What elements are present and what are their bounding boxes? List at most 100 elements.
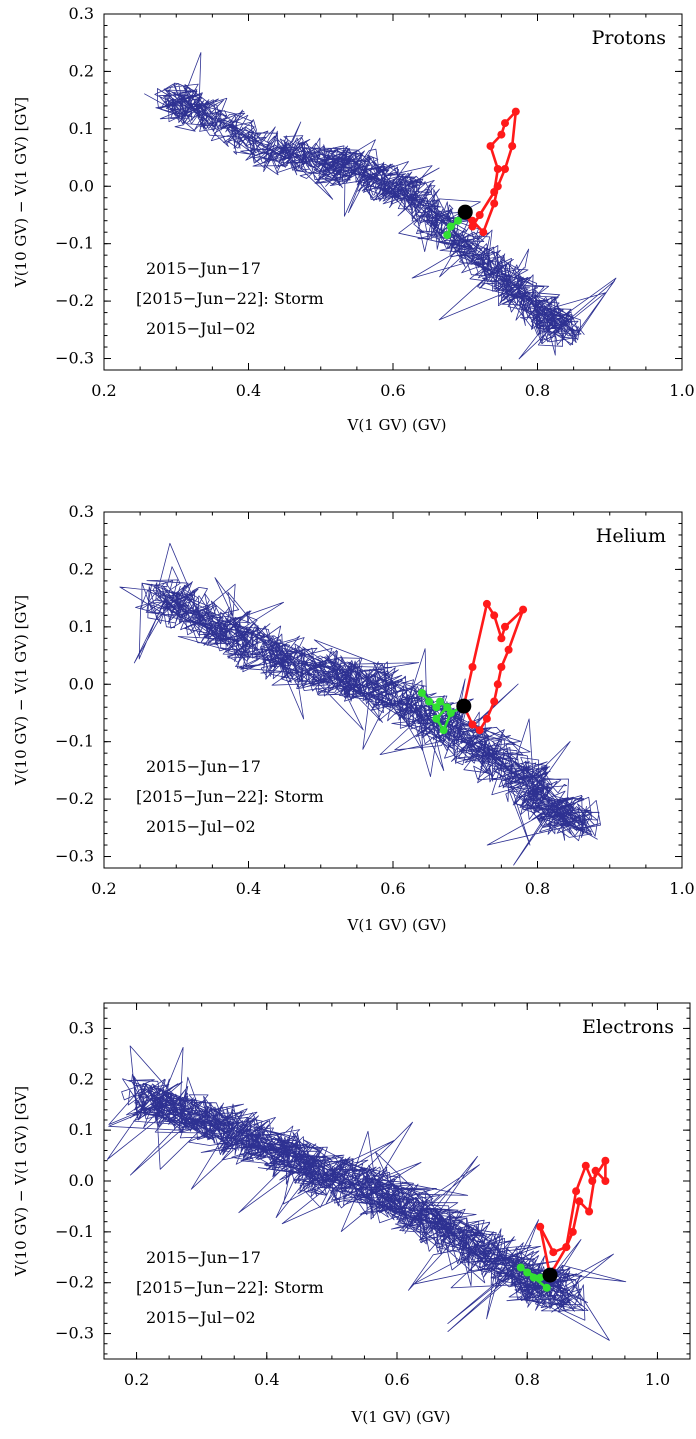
trajectory-line bbox=[106, 1045, 627, 1341]
red-series-point bbox=[572, 1187, 581, 1196]
x-tick-label: 1.0 bbox=[669, 381, 694, 400]
x-tick-label: 0.6 bbox=[380, 381, 405, 400]
red-series-line bbox=[538, 1159, 607, 1276]
green-series-point bbox=[454, 216, 462, 225]
green-series-point bbox=[536, 1273, 545, 1282]
storm-marker bbox=[542, 1267, 558, 1283]
storm-marker bbox=[456, 698, 472, 714]
red-series-point bbox=[575, 1197, 584, 1206]
red-series-point bbox=[508, 142, 517, 151]
x-tick-label: 1.0 bbox=[645, 1370, 670, 1389]
red-series-point bbox=[519, 605, 528, 614]
green-series-point bbox=[446, 709, 455, 717]
trajectory-line bbox=[119, 542, 601, 866]
red-series-point bbox=[493, 680, 502, 689]
species-label: Protons bbox=[592, 27, 666, 49]
green-series-point bbox=[523, 1268, 532, 1277]
x-tick-label: 0.2 bbox=[91, 879, 116, 898]
annotation-start-date: 2015−Jun−17 bbox=[146, 1248, 261, 1267]
y-tick-label: 0.3 bbox=[69, 4, 94, 23]
y-tick-label: 0.2 bbox=[69, 61, 94, 80]
red-series-point bbox=[493, 182, 502, 191]
x-axis-label: V(1 GV) (GV) bbox=[347, 916, 447, 934]
green-series-point bbox=[417, 688, 426, 697]
red-series-point bbox=[588, 1177, 597, 1185]
annotation-start-date: 2015−Jun−17 bbox=[146, 757, 261, 776]
y-axis-label: V(10 GV) − V(1 GV) [GV] bbox=[12, 1086, 30, 1277]
species-label: Helium bbox=[596, 525, 666, 547]
annotation-end-date: 2015−Jul−02 bbox=[146, 817, 256, 836]
y-tick-label: 0.0 bbox=[69, 176, 94, 195]
x-tick-label: 0.8 bbox=[525, 879, 550, 898]
y-tick-label: −0.2 bbox=[55, 789, 94, 808]
y-tick-label: 0.3 bbox=[69, 1018, 94, 1037]
red-series-point bbox=[549, 1248, 558, 1257]
x-tick-label: 0.8 bbox=[514, 1370, 539, 1389]
annotation-storm-date: [2015−Jun−22]: Storm bbox=[136, 1278, 324, 1297]
x-tick-label: 0.4 bbox=[236, 879, 261, 898]
species-label: Electrons bbox=[582, 1016, 674, 1038]
red-series-point bbox=[490, 611, 499, 620]
red-series-point bbox=[468, 663, 477, 671]
y-tick-label: −0.1 bbox=[55, 732, 94, 751]
red-series-point bbox=[601, 1156, 610, 1165]
annotation-end-date: 2015−Jul−02 bbox=[146, 319, 256, 338]
x-tick-label: 0.6 bbox=[384, 1370, 409, 1389]
x-tick-label: 0.6 bbox=[380, 879, 405, 898]
red-series-point bbox=[490, 199, 499, 208]
annotation-storm-date: [2015−Jun−22]: Storm bbox=[136, 787, 324, 806]
red-series-point bbox=[468, 222, 477, 231]
red-series-point bbox=[501, 622, 509, 631]
green-series-point bbox=[439, 726, 448, 735]
x-tick-label: 1.0 bbox=[669, 879, 694, 898]
red-series-point bbox=[511, 107, 520, 116]
red-series-point bbox=[490, 188, 499, 196]
red-series-line bbox=[464, 110, 518, 234]
y-tick-label: −0.3 bbox=[55, 349, 94, 368]
green-series-point bbox=[443, 231, 452, 240]
y-tick-label: −0.2 bbox=[55, 1273, 94, 1292]
x-tick-label: 0.2 bbox=[91, 381, 116, 400]
y-tick-label: −0.1 bbox=[55, 234, 94, 253]
red-series-point bbox=[482, 714, 491, 723]
y-tick-label: −0.3 bbox=[55, 847, 94, 866]
y-tick-label: 0.0 bbox=[69, 674, 94, 693]
trajectory-line bbox=[144, 52, 617, 360]
x-tick-label: 0.4 bbox=[254, 1370, 279, 1389]
y-tick-label: −0.2 bbox=[55, 291, 94, 310]
red-series-point bbox=[468, 216, 477, 225]
chart-panel-electrons: 0.2 0.4 0.6 0.8 1.0 −0.3 −0.2 −0.1 0.0 0.1 0.2 0.3 E… bbox=[12, 1002, 691, 1426]
green-series-point bbox=[432, 703, 441, 712]
x-tick-label: 0.2 bbox=[124, 1370, 149, 1389]
x-tick-label: 0.4 bbox=[236, 381, 261, 400]
red-series-point bbox=[497, 634, 506, 643]
y-tick-label: 0.3 bbox=[69, 502, 94, 521]
storm-marker bbox=[457, 204, 473, 220]
x-axis-label: V(1 GV) (GV) bbox=[347, 416, 447, 434]
red-series-point bbox=[468, 720, 477, 729]
y-tick-label: −0.1 bbox=[55, 1222, 94, 1241]
chart-panel-protons: 0.2 0.4 0.6 0.8 1.0 −0.3 −0.2 −0.1 0.0 0.1 0.2 0.3 P… bbox=[12, 4, 695, 434]
chart-panel-helium: 0.2 0.4 0.6 0.8 1.0 −0.3 −0.2 −0.1 0.0 0.1 0.2 0.3 H… bbox=[12, 502, 695, 934]
red-series-point bbox=[497, 130, 506, 139]
green-series-point bbox=[446, 222, 455, 231]
green-series-point bbox=[436, 697, 444, 706]
red-series-point bbox=[568, 1227, 577, 1236]
red-series-point bbox=[482, 599, 491, 608]
y-tick-label: 0.2 bbox=[69, 1069, 94, 1088]
red-series-point bbox=[601, 1177, 610, 1185]
red-series-point bbox=[497, 663, 506, 671]
y-tick-label: 0.0 bbox=[69, 1171, 94, 1190]
y-axis-label: V(10 GV) − V(1 GV) [GV] bbox=[12, 97, 30, 288]
y-tick-label: 0.1 bbox=[69, 119, 94, 138]
red-series-point bbox=[504, 645, 513, 654]
red-series-point bbox=[501, 119, 509, 128]
red-series-point bbox=[486, 142, 495, 151]
red-series-point bbox=[591, 1166, 600, 1175]
y-tick-label: 0.1 bbox=[69, 1120, 94, 1139]
red-series-point bbox=[490, 697, 499, 706]
red-series-point bbox=[585, 1207, 594, 1216]
y-tick-label: −0.3 bbox=[55, 1324, 94, 1343]
red-series-point bbox=[562, 1243, 571, 1252]
